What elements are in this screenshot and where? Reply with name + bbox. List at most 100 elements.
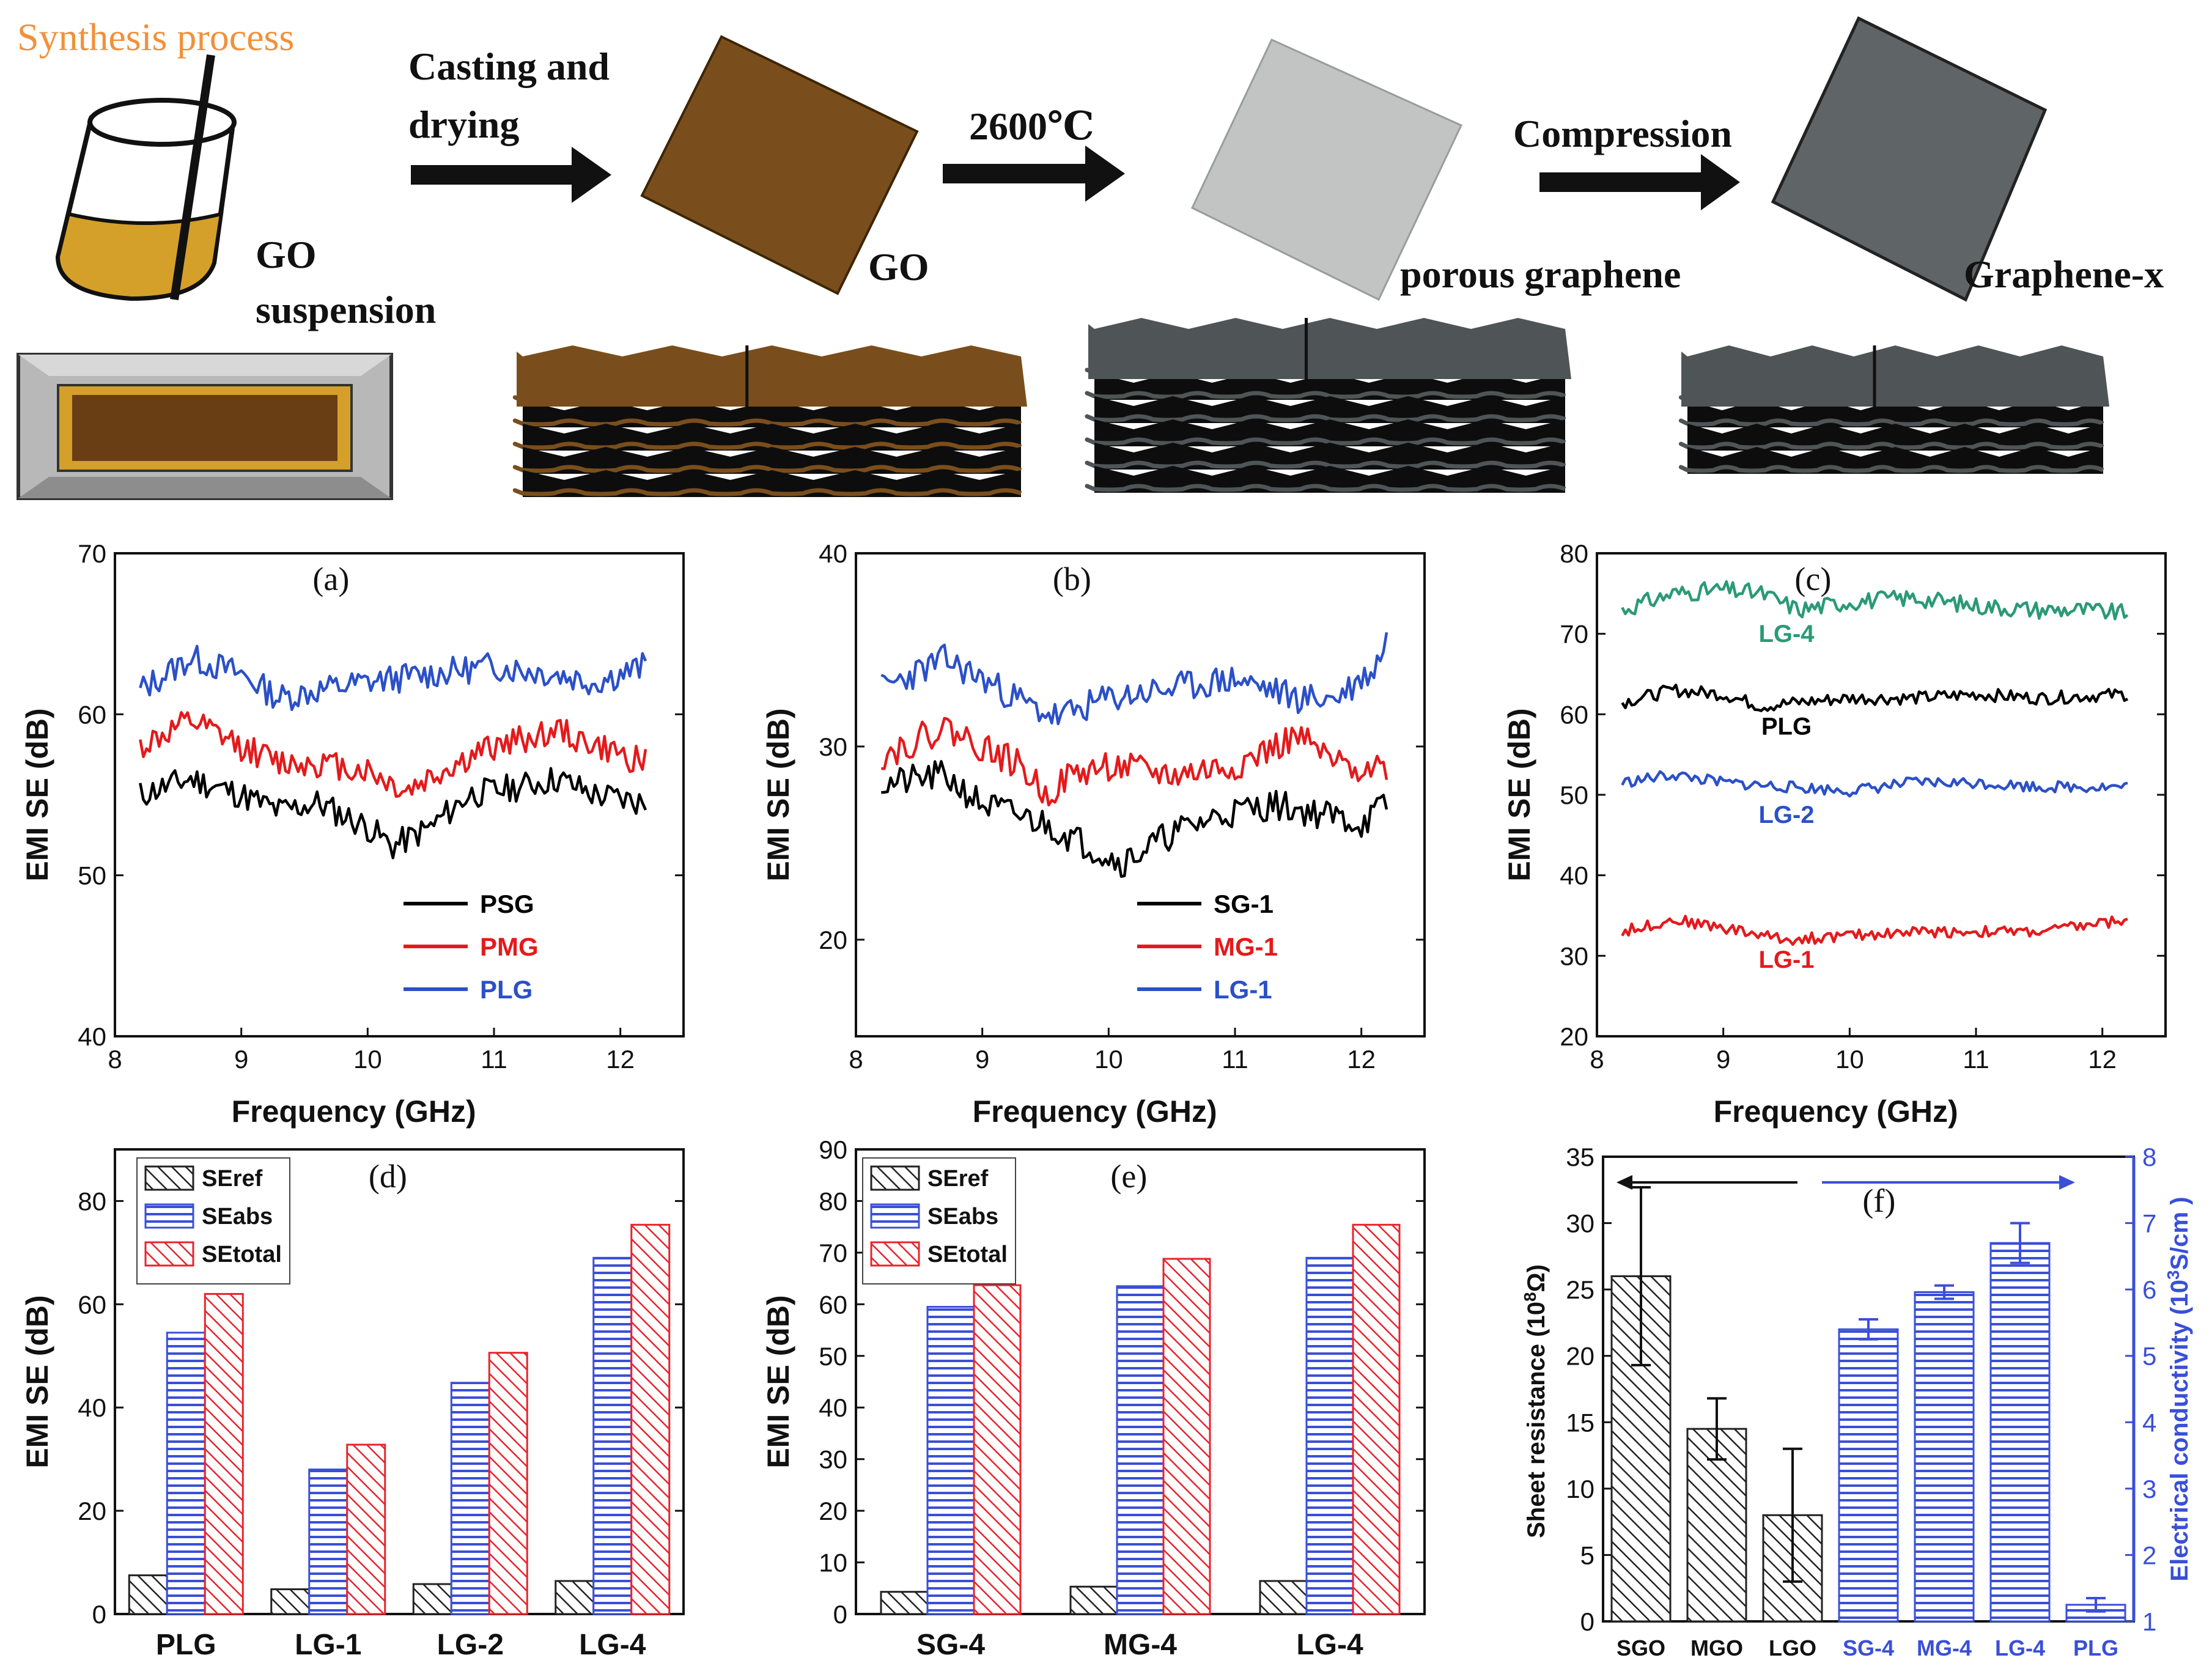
y-tick-label: 60 <box>78 700 106 729</box>
y-axis-label: EMI SE (dB) <box>761 708 795 881</box>
stack-layer-line <box>1678 418 2104 427</box>
go-layer-stack <box>512 345 1027 497</box>
y-tick-label: 10 <box>819 1549 847 1577</box>
y-tick-label: 25 <box>1566 1275 1594 1304</box>
y-tick-label: 50 <box>819 1342 847 1371</box>
bar-seabs <box>1116 1285 1165 1615</box>
x-category-label: PLG <box>156 1629 216 1661</box>
y-axis-label-right: Electrical conductivity (103S/cm ) <box>2164 1196 2193 1581</box>
y-tick-label-right: 3 <box>2142 1475 2156 1503</box>
series-label: LG-1 <box>1758 946 1814 973</box>
bar-setotal <box>204 1292 244 1615</box>
x-tick-label: 8 <box>1590 1045 1604 1074</box>
legend-swatch <box>144 1203 194 1229</box>
series-line-psg <box>139 767 647 860</box>
y-tick-label: 5 <box>1580 1541 1594 1569</box>
step-compression: Compression <box>1513 112 1732 155</box>
x-tick-label: 10 <box>1835 1045 1864 1074</box>
y-tick-label: 70 <box>78 539 106 568</box>
y-tick-label-right: 6 <box>2142 1275 2156 1304</box>
bar-seabs <box>592 1256 633 1615</box>
stack-top-sheet <box>1088 318 1571 379</box>
series-line-lg-1 <box>1621 915 2128 946</box>
stack-layer-line <box>1085 460 1566 469</box>
x-tick-label: 8 <box>849 1045 863 1074</box>
y-tick-label: 70 <box>819 1239 847 1267</box>
step-heat: 2600℃ <box>969 105 1094 148</box>
stack-layer <box>1094 419 1565 446</box>
legend-label: PLG <box>480 975 533 1004</box>
bar-seabs <box>1305 1256 1354 1615</box>
graphene-x-film-icon <box>1771 16 2048 302</box>
x-category-label: LG-4 <box>1995 1635 2045 1660</box>
y-axis-label: EMI SE (dB) <box>20 1295 54 1468</box>
panel-label: (a) <box>312 561 349 597</box>
stack-layer-line <box>512 418 1022 427</box>
arrow-casting-icon <box>411 147 611 203</box>
chart-panel-c: 8 9 10 11 12 20 30 40 50 60 70 80 (c) Frequency (GHz)… <box>1502 539 2167 1129</box>
bar-seabs <box>926 1306 975 1615</box>
bar-seref <box>880 1591 929 1615</box>
bar-seref <box>1259 1580 1308 1615</box>
y-tick-label: 90 <box>819 1135 847 1164</box>
casting-mold-icon <box>17 353 393 500</box>
legend-label: SEref <box>927 1166 989 1192</box>
y-tick-label: 80 <box>78 1187 106 1215</box>
x-tick-label: 8 <box>108 1045 122 1074</box>
schematic-title: Synthesis process <box>17 15 294 59</box>
legend-swatch <box>144 1165 194 1191</box>
x-tick-label: 9 <box>234 1045 248 1074</box>
legend-label: SEtotal <box>202 1242 282 1267</box>
panel-label: (b) <box>1053 561 1091 597</box>
y-axis-label-left-sup: 8 <box>1521 1292 1539 1302</box>
x-category-label: SG-4 <box>916 1629 985 1661</box>
y-tick-label: 40 <box>1560 861 1588 890</box>
stack-layer-line <box>1085 484 1566 492</box>
bar-seref <box>555 1580 595 1615</box>
x-category-label: MG-4 <box>1104 1629 1177 1661</box>
x-category-label: LGO <box>1769 1635 1816 1660</box>
y-tick-label: 70 <box>1560 620 1588 649</box>
graphene-x-layer-stack <box>1678 345 2109 474</box>
y-tick-label: 30 <box>1566 1209 1594 1238</box>
x-category-label: LG-2 <box>437 1629 504 1661</box>
stack-layer <box>1687 424 2103 451</box>
series-line-mg-1 <box>881 717 1388 807</box>
chart-panel-e: 0 10 20 30 40 50 60 70 80 90 SG-4 MG-4 LG-4 (e) EMI SE… <box>761 1135 1426 1661</box>
stack-layer <box>523 470 1021 497</box>
y-tick-label: 40 <box>78 1393 106 1422</box>
arrow-heat-icon <box>943 146 1125 202</box>
y-tick-label: 50 <box>78 861 106 890</box>
legend-label: LG-1 <box>1214 975 1272 1004</box>
x-category-label: MGO <box>1690 1635 1743 1660</box>
y-axis-label: EMI SE (dB) <box>20 708 54 881</box>
x-category-label: SGO <box>1617 1635 1665 1660</box>
panel-label: (e) <box>1110 1158 1147 1195</box>
panel-label: (d) <box>369 1158 407 1195</box>
x-axis-label: Frequency (GHz) <box>232 1094 476 1129</box>
y-tick-label-right: 1 <box>2142 1607 2156 1636</box>
go-film-icon <box>640 35 919 295</box>
x-tick-label: 12 <box>606 1045 635 1074</box>
stack-layer <box>1687 447 2103 474</box>
left-axis-arrowhead <box>1617 1175 1632 1190</box>
y-tick-label-right: 7 <box>2142 1209 2156 1238</box>
y-tick-label-right: 8 <box>2142 1143 2156 1171</box>
legend-label: SEabs <box>202 1204 273 1229</box>
go-suspension-label-2: suspension <box>256 288 436 331</box>
y-axis-label-right-main: Electrical conductivity (10 <box>2166 1280 2193 1582</box>
stack-layer <box>1094 443 1565 470</box>
bar-seabs <box>308 1469 348 1615</box>
stack-top-sheet <box>517 345 1027 407</box>
bar-seref <box>128 1574 168 1615</box>
chart-panel-d: 0 20 40 60 80 PLG LG-1 LG-2 LG-4 (d) EMI SE (dB) SE… <box>20 1148 685 1661</box>
series-line-lg-2 <box>1621 770 2128 798</box>
stack-layer <box>523 400 1021 427</box>
y-tick-label: 20 <box>819 1497 847 1525</box>
bar-setotal <box>1162 1258 1211 1615</box>
bar-conductivity <box>1989 1242 2051 1623</box>
x-tick-label: 11 <box>481 1045 507 1074</box>
stack-layer-line <box>1678 441 2104 450</box>
chart-panel-a: 8 9 10 11 12 40 50 60 70 (a) Frequency (GHz) EMI SE… <box>20 539 685 1129</box>
